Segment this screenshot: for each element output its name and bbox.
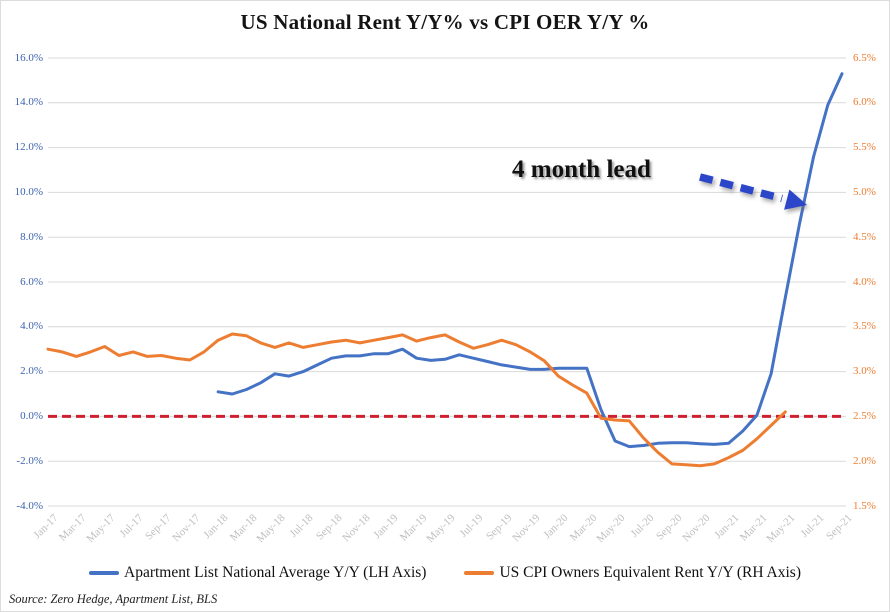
chart-title: US National Rent Y/Y% vs CPI OER Y/Y %	[240, 10, 650, 34]
lead-arrow-head	[784, 189, 807, 210]
right-axis-tick: 3.5%	[853, 320, 876, 333]
lead-annotation-text: 4 month lead	[512, 156, 651, 183]
right-axis-tick: 4.5%	[853, 230, 876, 243]
left-axis-tick: 4.0%	[20, 320, 43, 333]
left-axis-tick: 12.0%	[14, 141, 43, 154]
left-axis-tick: 2.0%	[20, 365, 43, 378]
left-axis-tick: 10.0%	[14, 185, 43, 198]
legend-item-apartment-list: Apartment List National Average Y/Y (LH …	[89, 564, 426, 582]
cpi-oer-line	[46, 332, 787, 468]
right-axis-tick: 2.0%	[853, 454, 876, 467]
left-axis-tick: -2.0%	[16, 454, 43, 467]
orange-line-swatch-icon	[464, 571, 495, 575]
right-axis-tick: 3.0%	[853, 365, 876, 378]
legend-item-cpi-oer: US CPI Owners Equivalent Rent Y/Y (RH Ax…	[464, 564, 801, 582]
legend-label-cpi-oer: US CPI Owners Equivalent Rent Y/Y (RH Ax…	[499, 564, 801, 581]
right-axis-tick: 2.5%	[853, 409, 876, 422]
source-text: Source: Zero Hedge, Apartment List, BLS	[9, 592, 218, 606]
left-axis-tick: 14.0%	[14, 96, 43, 109]
legend-label-apartment-list: Apartment List National Average Y/Y (LH …	[124, 564, 427, 581]
right-axis-tick: 1.5%	[853, 499, 876, 512]
right-axis-tick: 6.0%	[853, 96, 876, 109]
right-axis-tick: 4.0%	[853, 275, 876, 288]
left-axis-tick: -4.0%	[16, 499, 43, 512]
lead-arrow-shaft	[699, 173, 783, 203]
left-axis-tick: 0.0%	[20, 409, 43, 422]
lead-arrow-icon	[699, 173, 807, 210]
legend: Apartment List National Average Y/Y (LH …	[1, 564, 889, 582]
right-axis-tick: 5.5%	[853, 141, 876, 154]
right-axis-tick: 6.5%	[853, 51, 876, 64]
apartment-list-line	[216, 72, 844, 449]
blue-line-swatch-icon	[89, 571, 119, 575]
left-axis-tick: 6.0%	[20, 275, 43, 288]
left-axis-tick: 16.0%	[14, 51, 43, 64]
right-axis-tick: 5.0%	[853, 185, 876, 198]
left-axis-tick: 8.0%	[20, 230, 43, 243]
